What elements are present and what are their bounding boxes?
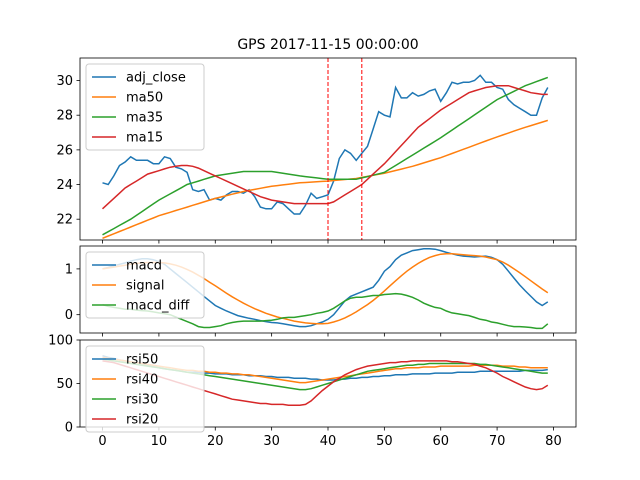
legend-label: signal bbox=[126, 279, 164, 294]
y-tick-label: 24 bbox=[56, 178, 73, 193]
x-tick-label: 70 bbox=[489, 434, 506, 449]
x-tick-label: 0 bbox=[98, 434, 106, 449]
x-tick-label: 30 bbox=[263, 434, 280, 449]
legend-label: macd_diff bbox=[126, 299, 190, 314]
legend-label: ma35 bbox=[126, 111, 163, 126]
y-tick-label: 50 bbox=[56, 377, 73, 392]
legend-label: rsi40 bbox=[126, 373, 158, 388]
y-tick-label: 26 bbox=[56, 143, 73, 158]
legend: macd signal macd_diff bbox=[86, 252, 204, 318]
x-tick-label: 80 bbox=[545, 434, 562, 449]
legend-label: ma50 bbox=[126, 91, 163, 106]
x-tick-label: 50 bbox=[376, 434, 393, 449]
x-tick-label: 20 bbox=[207, 434, 224, 449]
y-tick-label: 22 bbox=[56, 213, 73, 228]
legend: rsi50 rsi40 rsi30 rsi20 bbox=[86, 346, 204, 432]
legend-label: rsi50 bbox=[126, 353, 158, 368]
chart-title: GPS 2017-11-15 00:00:00 bbox=[237, 37, 418, 53]
x-tick-label: 10 bbox=[151, 434, 168, 449]
legend: adj_close ma50 ma35 ma15 bbox=[86, 64, 204, 150]
x-tick-label: 60 bbox=[432, 434, 449, 449]
macd-panel: 0 1 macd signal macd_diff bbox=[65, 246, 576, 337]
legend-label: rsi30 bbox=[126, 393, 158, 408]
legend-label: macd bbox=[126, 259, 162, 274]
y-tick-label: 30 bbox=[56, 74, 73, 89]
legend-label: rsi20 bbox=[126, 413, 158, 428]
y-tick-label: 0 bbox=[65, 421, 73, 436]
y-tick-label: 1 bbox=[65, 262, 73, 277]
y-tick-label: 28 bbox=[56, 109, 73, 124]
y-tick-label: 100 bbox=[48, 334, 73, 349]
legend-label: ma15 bbox=[126, 131, 163, 146]
price-panel: 22 24 26 28 30 adj_close ma50 ma35 ma15 bbox=[56, 58, 576, 244]
x-tick-label: 40 bbox=[320, 434, 337, 449]
legend-label: adj_close bbox=[126, 71, 186, 86]
y-tick-label: 0 bbox=[65, 308, 73, 323]
